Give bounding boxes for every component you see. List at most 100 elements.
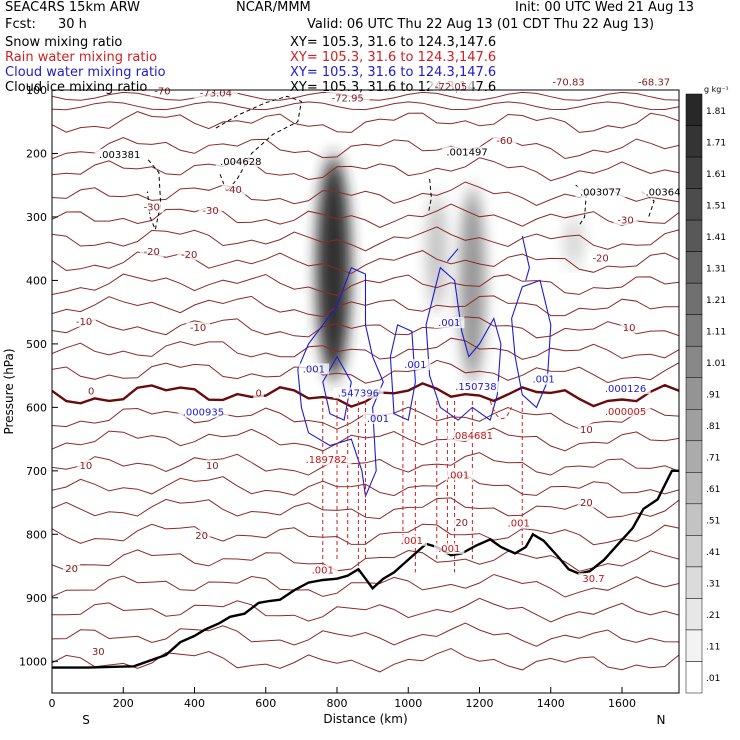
- colorbar-cell-3: [685, 188, 703, 221]
- x-tick-label-4: 800: [327, 697, 348, 710]
- colorbar-label-10: .81: [706, 422, 720, 432]
- colorbar-cell-4: [685, 219, 703, 252]
- y-tick-label-2: 300: [26, 211, 47, 224]
- isotherm-22: [52, 622, 679, 647]
- x-tick-label-0: 0: [49, 697, 56, 710]
- cloud-water-contour-3: [511, 279, 552, 409]
- temperature-label-10: -30: [617, 215, 633, 226]
- ice-contour-0: [215, 95, 302, 193]
- rain-label-6: .189782: [306, 455, 347, 466]
- temperature-label-bg-19: [577, 423, 595, 435]
- isotherm-2: [52, 157, 679, 182]
- y-tick-label-4: 500: [26, 338, 47, 351]
- rain-label-7: .000005: [605, 407, 646, 418]
- temperature-label-0: -70: [154, 86, 170, 97]
- ice-label-0: .003381: [99, 150, 140, 161]
- temperature-label-12: -20: [181, 250, 197, 261]
- colorbar: 1.81 1.71 1.61 1.51 1.41 1.31 1.21 1.11 1.01 .91.…: [685, 85, 729, 694]
- temperature-label-24: 20: [455, 518, 468, 529]
- temperature-label-bg-2: [325, 92, 370, 104]
- ice-contour-4: [641, 191, 655, 218]
- isotherm-3: [52, 181, 679, 206]
- plot-frame: [51, 89, 680, 694]
- colorbar-cell-15: [685, 566, 703, 599]
- rain-label-bg-7: [600, 405, 651, 417]
- colorbar-label-9: .91: [706, 391, 720, 401]
- isotherm-10: [52, 337, 679, 360]
- temperature-label-bg-20: [77, 459, 95, 471]
- field-label-cloud-ice: Cloud ice mixing ratio: [5, 80, 148, 95]
- rain-label-bg-3: [442, 469, 474, 481]
- temperature-label-bg-17: [85, 385, 97, 397]
- colorbar-cell-14: [685, 535, 703, 568]
- field-xy-rain: XY= 105.3, 31.6 to 124.3,147.6: [290, 50, 497, 65]
- temperature-label-bg-25: [62, 562, 81, 574]
- rain-label-1: .001: [401, 536, 423, 547]
- temperature-label-bg-11: [139, 246, 164, 258]
- ice-label-bg-2: [441, 146, 493, 158]
- y-tick-label-1: 200: [26, 147, 47, 160]
- y-axis-title: Pressure (hPa): [2, 348, 16, 434]
- ice-label-bg-0: [94, 148, 145, 160]
- cloud-water-label-bg-0: [298, 363, 330, 375]
- rain-label-bg-2: [434, 543, 465, 555]
- temperature-label-bg-7: [221, 183, 246, 195]
- temperature-label-2: -72.95: [332, 93, 364, 104]
- ice-label-4: .00364: [645, 187, 680, 198]
- rain-label-bg-1: [396, 534, 428, 546]
- x-tick-label-6: 1200: [466, 697, 494, 710]
- isotherm-11: [52, 359, 679, 384]
- snow-column-3: [563, 216, 585, 268]
- temperature-label-bg-15: [186, 322, 210, 334]
- isotherm-17: [52, 497, 679, 520]
- rain-label-bg-6: [301, 454, 352, 466]
- temperature-label-7: -40: [226, 185, 242, 196]
- temperature-label-bg-8: [139, 201, 164, 213]
- y-tick-label-5: 600: [26, 401, 47, 414]
- rain-label-bg-4: [503, 517, 534, 529]
- colorbar-cell-17: [685, 629, 703, 662]
- temperature-label-bg-10: [613, 214, 638, 226]
- colorbar-cell-1: [685, 125, 703, 158]
- cloud-water-contour-4: [521, 235, 530, 281]
- temperature-label-bg-0: [150, 85, 175, 97]
- cloud-water-label-bg-5: [333, 387, 384, 399]
- temperature-label-15: -10: [190, 323, 206, 334]
- ice-label-2: .001497: [446, 147, 487, 158]
- temperature-label-bg-1: [194, 87, 238, 99]
- x-tick-label-8: 1600: [608, 697, 636, 710]
- north-label: N: [657, 713, 666, 727]
- temperature-label-11: -20: [144, 247, 160, 258]
- colorbar-label-3: 1.51: [706, 201, 726, 211]
- colorbar-label-12: .61: [706, 485, 720, 495]
- isotherm-1: [52, 136, 679, 160]
- cloud-water-label-6: .150738: [455, 382, 496, 393]
- rain-label-4: .001: [508, 519, 530, 530]
- temperature-label-bg-3: [429, 81, 473, 92]
- x-axis-title: Distance (km): [323, 712, 407, 726]
- temperature-label-bg-5: [632, 76, 676, 88]
- y-tick-label-6: 700: [26, 465, 47, 478]
- y-tick-label-8: 900: [26, 592, 47, 605]
- contour-labels: -70 -73.04 -72.95-72.05 -70.83 -68.37-60-40-…: [62, 76, 685, 658]
- rain-label-bg-8: [578, 572, 609, 584]
- temperature-label-bg-26: [89, 645, 107, 657]
- temperature-label-21: 10: [206, 461, 219, 472]
- rain-contour-arc: [489, 400, 513, 419]
- colorbar-label-11: .71: [706, 454, 720, 464]
- rain-label-2: .001: [438, 544, 460, 555]
- y-tick-label-0: 100: [26, 84, 47, 97]
- isotherm-5: [52, 226, 679, 252]
- colorbar-label-7: 1.11: [706, 327, 726, 337]
- field-label-cloud-water: Cloud water mixing ratio: [5, 65, 166, 80]
- temperature-label-3: -72.05: [435, 82, 467, 93]
- x-tick-label-1: 200: [113, 697, 134, 710]
- cloud-water-label-bg-1: [400, 359, 431, 371]
- rain-label-0: .001: [312, 566, 334, 577]
- colorbar-cell-0: [685, 93, 703, 126]
- temperature-label-5: -68.37: [638, 78, 670, 89]
- colorbar-label-8: 1.01: [706, 359, 726, 369]
- colorbar-units: g kg⁻¹: [704, 85, 729, 94]
- rain-label-8: 30.7: [582, 574, 604, 585]
